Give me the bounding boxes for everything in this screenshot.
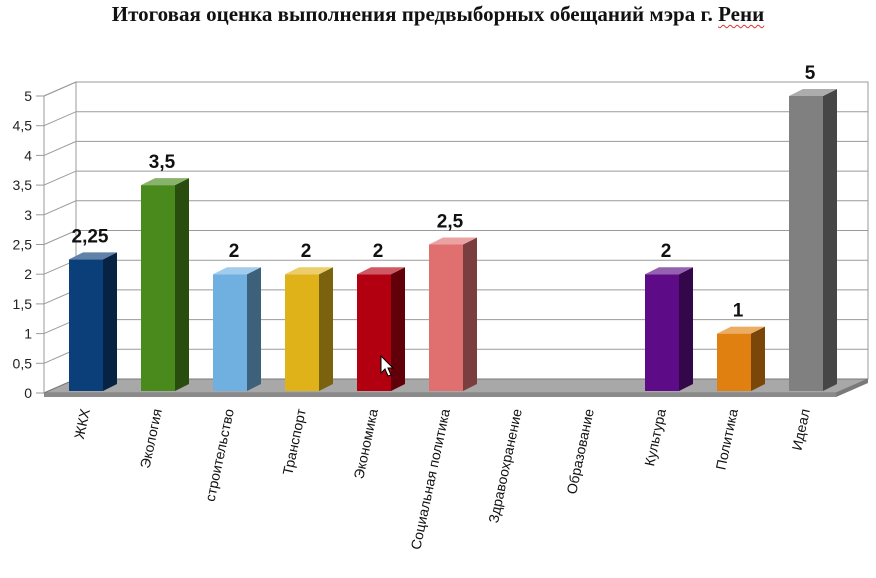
floor-edge-side [836,379,868,397]
data-label: 2 [229,241,240,262]
gridline [43,81,868,97]
data-label: 2 [661,241,672,262]
bar [717,326,765,391]
bar-top [789,89,837,96]
bar-front [69,259,103,391]
bar-top [357,267,405,275]
bar-side [175,178,189,391]
category-label: Культура [641,407,669,467]
data-labels: 2,25 3,5 2 2 2 2,5 2 1 5 [72,63,816,322]
bar [429,237,477,391]
bar-front [357,274,391,391]
bars [69,89,837,391]
bar-top [69,252,117,260]
bar-front [141,185,175,391]
bar-side [103,252,117,391]
category-label: Транспорт [279,407,309,477]
bar-front [285,274,319,391]
bar-side [751,326,765,391]
bar-top [717,326,765,334]
category-label: Политика [712,407,741,471]
category-label: Экономика [350,407,381,480]
y-tick-label: 3 [24,207,32,223]
category-labels: ЖКХ Экология строительство Транспорт Экономи… [71,407,813,551]
data-label: 5 [805,63,816,84]
y-tick-label: 2,5 [13,237,33,253]
bar-side [679,267,693,391]
data-label: 2,5 [437,212,464,233]
y-tick-label: 2 [24,266,32,282]
y-tick-label: 4 [24,147,32,163]
bar [645,267,693,391]
bar-front [789,96,823,391]
category-label: Образование [563,407,597,495]
bar [285,267,333,391]
category-label: Здравоохранение [485,407,525,524]
y-tick-label: 4,5 [13,118,33,134]
bar [789,89,837,391]
data-label: 2,25 [72,226,109,247]
bar-side [319,267,333,391]
bar-side [391,267,405,391]
data-label: 2 [301,241,312,262]
category-label: строительство [202,407,237,503]
data-label: 2 [373,241,384,262]
category-label: Идеал [789,407,813,451]
bar [213,267,261,391]
gridline [43,200,868,216]
data-label: 3,5 [149,152,176,173]
chart-title-main: Итоговая оценка выполнения предвыборных … [111,2,713,26]
y-tick-label: 1 [24,326,32,342]
gridline [43,140,868,156]
bar-side [463,237,477,391]
floor-edge [44,393,836,397]
category-label: Социальная политика [407,407,453,551]
bar [357,267,405,391]
y-axis-ticks: 0 0,5 1 1,5 2 2,5 3 3,5 4 4,5 5 [13,88,44,401]
y-tick-label: 1,5 [13,296,33,312]
y-tick-label: 3,5 [13,177,33,193]
bar-top [285,267,333,275]
chart-title: Итоговая оценка выполнения предвыборных … [0,2,876,27]
bar-front [429,244,463,391]
bar-top [429,237,477,245]
y-tick-label: 0 [24,385,32,401]
bar-top [645,267,693,275]
category-label: Экология [137,407,165,469]
y-tick-label: 0,5 [13,355,33,371]
bar [69,252,117,391]
bar-top [213,267,261,275]
data-label: 1 [733,301,744,322]
bar [141,178,189,391]
gridline [43,230,868,245]
gridline [43,170,868,186]
y-tick-label: 5 [24,88,32,104]
bar-side [247,267,261,391]
bar-side [823,89,837,391]
gridline [43,111,868,127]
bar-front [645,274,679,391]
mouse-cursor-icon [380,354,395,377]
chart-title-tail: Рени [718,2,765,26]
bar-front [717,333,751,391]
category-label: ЖКХ [71,407,93,441]
bar-top [141,178,189,186]
cursor-arrow [380,354,395,377]
bar-front [213,274,247,391]
